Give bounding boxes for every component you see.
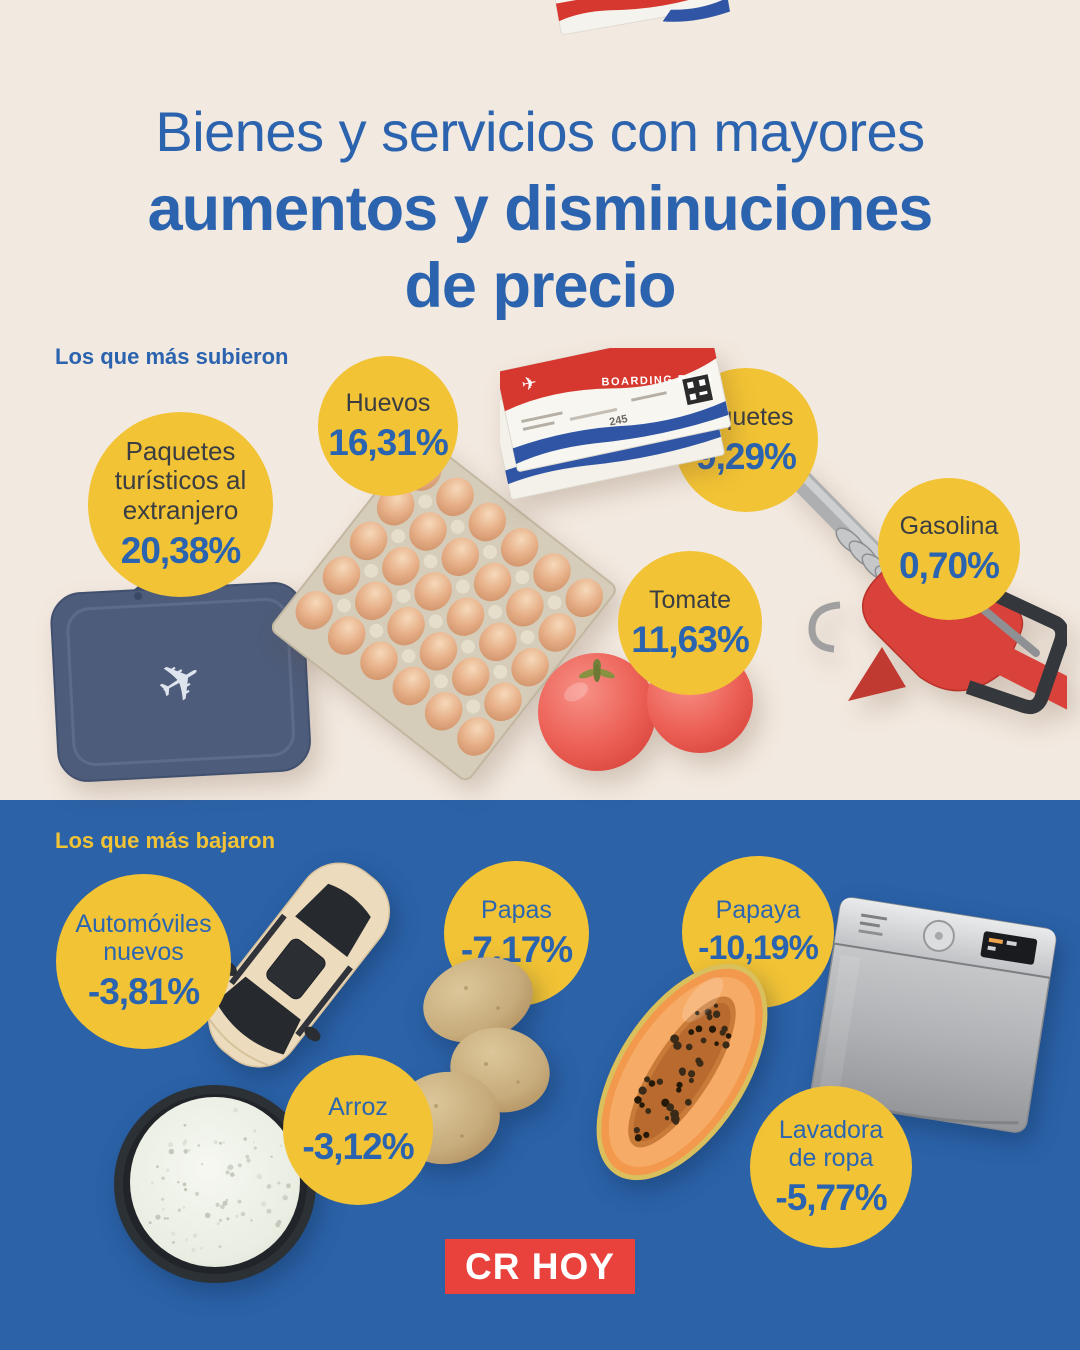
top-edge-ticket-decoration: [549, 0, 730, 35]
egg-tray-illustration: [272, 438, 616, 781]
bubble-value: 16,31%: [328, 421, 448, 463]
car-mirror-right: [304, 1026, 321, 1042]
bubble-arroz: Arroz -3,12%: [283, 1055, 433, 1205]
nozzle-guard: [965, 576, 1067, 715]
boarding-pass-illustration: ✈ BOARDING PASS 245: [500, 348, 731, 500]
egg-tray: [272, 438, 616, 781]
crhoy-logo-text: CR HOY: [465, 1245, 615, 1287]
bubble-label: Arroz: [328, 1092, 388, 1121]
papaya-seeds: [633, 1003, 732, 1142]
heading-bajaron: Los que más bajaron: [55, 828, 276, 853]
bubble-tomate: Tomate 11,63%: [618, 551, 762, 695]
car-sunroof: [266, 938, 326, 1000]
bubble-label: Papaya: [715, 896, 801, 924]
bubble-value: 11,63%: [631, 618, 749, 660]
bubble-label: Gasolina: [899, 511, 999, 540]
bubble-paquetes-turisticos: Paquetes turísticos al extranjero 20,38%: [88, 412, 273, 597]
tomato-calyx: [578, 659, 616, 682]
potato-1: [423, 957, 533, 1043]
bubble-label: Papas: [481, 896, 552, 924]
title-line-3: de precio: [404, 250, 676, 321]
airplane-icon: ✈: [520, 372, 539, 395]
crhoy-logo: CR HOY: [445, 1239, 635, 1294]
bubble-value: 20,38%: [120, 529, 241, 571]
bubble-lavadora-de-ropa: Lavadora de ropa -5,77%: [750, 1086, 912, 1248]
car-rear-window: [295, 883, 371, 957]
tomato-left: [538, 653, 656, 771]
bubble-value: -5,77%: [775, 1176, 887, 1218]
rice: [130, 1097, 300, 1267]
bubble-automoviles-nuevos: Automóviles nuevos -3,81%: [56, 874, 231, 1049]
papaya-illustration: [596, 963, 768, 1181]
bubble-label: Paquetes turísticos al extranjero: [114, 436, 247, 525]
bubble-label: Lavadora de ropa: [778, 1115, 884, 1172]
rice-texture: [148, 1107, 291, 1253]
bubble-value: -3,81%: [87, 971, 200, 1012]
bubble-value: 0,70%: [899, 544, 1000, 586]
page-title: Bienes y servicios con mayores aumentos …: [0, 98, 1080, 322]
bubble-gasolina: Gasolina 0,70%: [878, 478, 1020, 620]
bubble-value: -10,19%: [698, 929, 819, 967]
bubble-label: Huevos: [345, 388, 431, 417]
bubble-value: -3,12%: [302, 1125, 414, 1167]
eggs: [295, 452, 604, 756]
washing-machine-illustration: [810, 897, 1057, 1133]
title-line-2: aumentos y disminuciones: [147, 174, 934, 245]
title-line-1: Bienes y servicios con mayores: [155, 100, 925, 163]
bubble-label: Tomate: [649, 585, 731, 614]
boarding-pass-front: ✈ BOARDING PASS 245: [500, 348, 731, 472]
bubble-huevos: Huevos 16,31%: [318, 356, 458, 496]
nozzle-hook: [808, 601, 841, 653]
bubble-label: Automóviles nuevos: [75, 910, 212, 966]
qr-code: [682, 374, 714, 406]
car-windshield: [215, 976, 301, 1055]
heading-subieron: Los que más subieron: [55, 344, 289, 369]
car-illustration: [208, 862, 391, 1068]
rice-bowl-illustration: [114, 1085, 316, 1283]
boarding-pass-number: 245: [608, 413, 628, 429]
nozzle-grip: [984, 643, 1067, 713]
